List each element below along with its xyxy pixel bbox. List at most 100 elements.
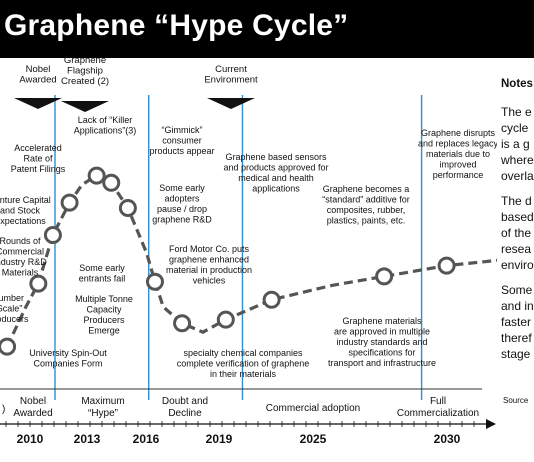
annotation-text: Emerge xyxy=(88,326,120,336)
annotation-text: Lack of “Killer xyxy=(78,115,133,125)
notes-line: of the xyxy=(501,226,532,240)
phase-label: Maximum xyxy=(81,396,124,407)
annotation-text: Companies Form xyxy=(33,359,102,369)
year-tick-label: 2013 xyxy=(74,432,101,446)
marker-label: Graphene xyxy=(64,55,106,66)
page-title: Graphene “Hype Cycle” xyxy=(4,9,349,42)
phase-label: “Hype” xyxy=(88,408,118,419)
curve-point xyxy=(173,314,192,333)
notes-line: stage xyxy=(501,347,531,361)
annotation-text: Some early xyxy=(159,183,205,193)
notes-title: Notes xyxy=(501,78,533,90)
curve-point xyxy=(29,274,48,293)
annotation-text: transport and infrastructure xyxy=(328,358,436,368)
year-tick-label: 2016 xyxy=(133,432,160,446)
phase-label: Commercial adoption xyxy=(266,403,361,414)
annotation-text: Industry R&D xyxy=(0,257,47,267)
annotation-text: Materials xyxy=(2,268,39,278)
annotation-text: medical and health xyxy=(238,173,314,183)
annotation-text: “Gimmick” xyxy=(162,125,203,135)
annotation-text: Graphene becomes a xyxy=(323,184,410,194)
curve-point xyxy=(145,272,164,291)
notes-line: Some xyxy=(501,283,533,297)
annotation-text: specialty chemical companies xyxy=(183,348,303,358)
annotation-text: industry standards and xyxy=(336,337,427,347)
phase-label: Decline xyxy=(168,408,202,419)
notes-line: based xyxy=(501,210,534,224)
annotation-text: Venture Capital xyxy=(0,195,51,205)
hype-curve-line xyxy=(5,173,497,348)
annotation-text: are approved in multiple xyxy=(334,327,430,337)
annotation-text: “Scale” xyxy=(0,304,22,314)
annotation-text: vehicles xyxy=(193,276,226,286)
notes-line: theref xyxy=(501,331,532,345)
marker-label: Flagship xyxy=(67,66,103,77)
annotation-text: Commercial xyxy=(0,247,44,257)
marker-arrow xyxy=(207,98,255,109)
phase-dividers xyxy=(54,95,423,400)
annotation-text: Graphene disrupts xyxy=(421,128,496,138)
annotation-text: complete verification of graphene xyxy=(177,359,310,369)
year-tick-label: 2025 xyxy=(300,432,327,446)
annotation-text: plastics, paints, etc. xyxy=(327,216,406,226)
notes-line: The d xyxy=(501,194,532,208)
curve-point xyxy=(87,166,106,185)
phase-label: Commercialization xyxy=(397,408,479,419)
phase-label: Full xyxy=(430,396,446,407)
annotation-text: composites, rubber, xyxy=(327,205,406,215)
notes-line: cycle xyxy=(501,121,529,135)
annotation-text: graphene R&D xyxy=(152,215,212,225)
annotation-text: Capacity xyxy=(86,305,122,315)
annotation-text: and products approved for xyxy=(223,163,328,173)
curve-point xyxy=(43,226,62,244)
notes-line: enviro xyxy=(501,258,534,272)
annotation-text: Multiple Tonne xyxy=(75,294,133,304)
notes-line: and in xyxy=(501,299,534,313)
annotation-text: Producers xyxy=(0,314,29,324)
marker-label: Created (2) xyxy=(61,76,109,87)
curve-point xyxy=(216,310,235,329)
annotation-text: Some early xyxy=(79,263,125,273)
annotation-text: adopters xyxy=(164,194,200,204)
annotation-text: products appear xyxy=(149,146,214,156)
curve-point xyxy=(102,173,121,192)
title-banner xyxy=(0,0,534,58)
marker-arrow xyxy=(14,98,62,109)
year-tick-label: 2019 xyxy=(206,432,233,446)
curve-point xyxy=(262,290,281,309)
annotation-text: specifications for xyxy=(348,348,415,358)
annotation-text: Producers xyxy=(83,315,125,325)
annotation-text: material in production xyxy=(166,265,252,275)
marker-label: Nobel xyxy=(26,64,51,75)
notes-line: where xyxy=(501,153,534,167)
curve-point xyxy=(375,267,394,286)
phase-label: Awarded xyxy=(13,408,52,419)
annotation-text: and Stock xyxy=(0,206,41,216)
hype-curve xyxy=(0,166,497,356)
year-tick-label: 2030 xyxy=(434,432,461,446)
annotation-text: Ford Motor Co. puts xyxy=(169,244,250,254)
curve-point xyxy=(60,193,79,212)
annotation-text: in their materials xyxy=(210,369,277,379)
annotation-text: graphene enhanced xyxy=(169,255,249,265)
notes-panel: Notes The e cycle is a g where overla The d ba… xyxy=(501,78,534,371)
phase-label: Doubt and xyxy=(162,396,208,407)
notes-line: is a g xyxy=(501,137,530,151)
source-label: Source xyxy=(503,396,529,405)
annotation-text: consumer xyxy=(162,136,202,146)
annotation-text: applications xyxy=(252,184,300,194)
phase-label: Nobel xyxy=(20,396,46,407)
notes-paragraph: The e cycle is a g where overla xyxy=(501,104,534,184)
curve-point xyxy=(437,256,456,275)
notes-body: The e cycle is a g where overla The d based of … xyxy=(501,104,534,362)
annotation-text: Rounds of xyxy=(0,236,41,246)
annotation-text: Expectations xyxy=(0,216,46,226)
annotation-text: “standard” additive for xyxy=(322,195,410,205)
annotation-text: pause / drop xyxy=(157,204,207,214)
year-tick-label: 2010 xyxy=(17,432,44,446)
annotation-text: Graphene based sensors xyxy=(225,152,327,162)
annotation-text: Patent Filings xyxy=(11,164,66,174)
notes-paragraph: The d based of the resea enviro xyxy=(501,193,534,273)
